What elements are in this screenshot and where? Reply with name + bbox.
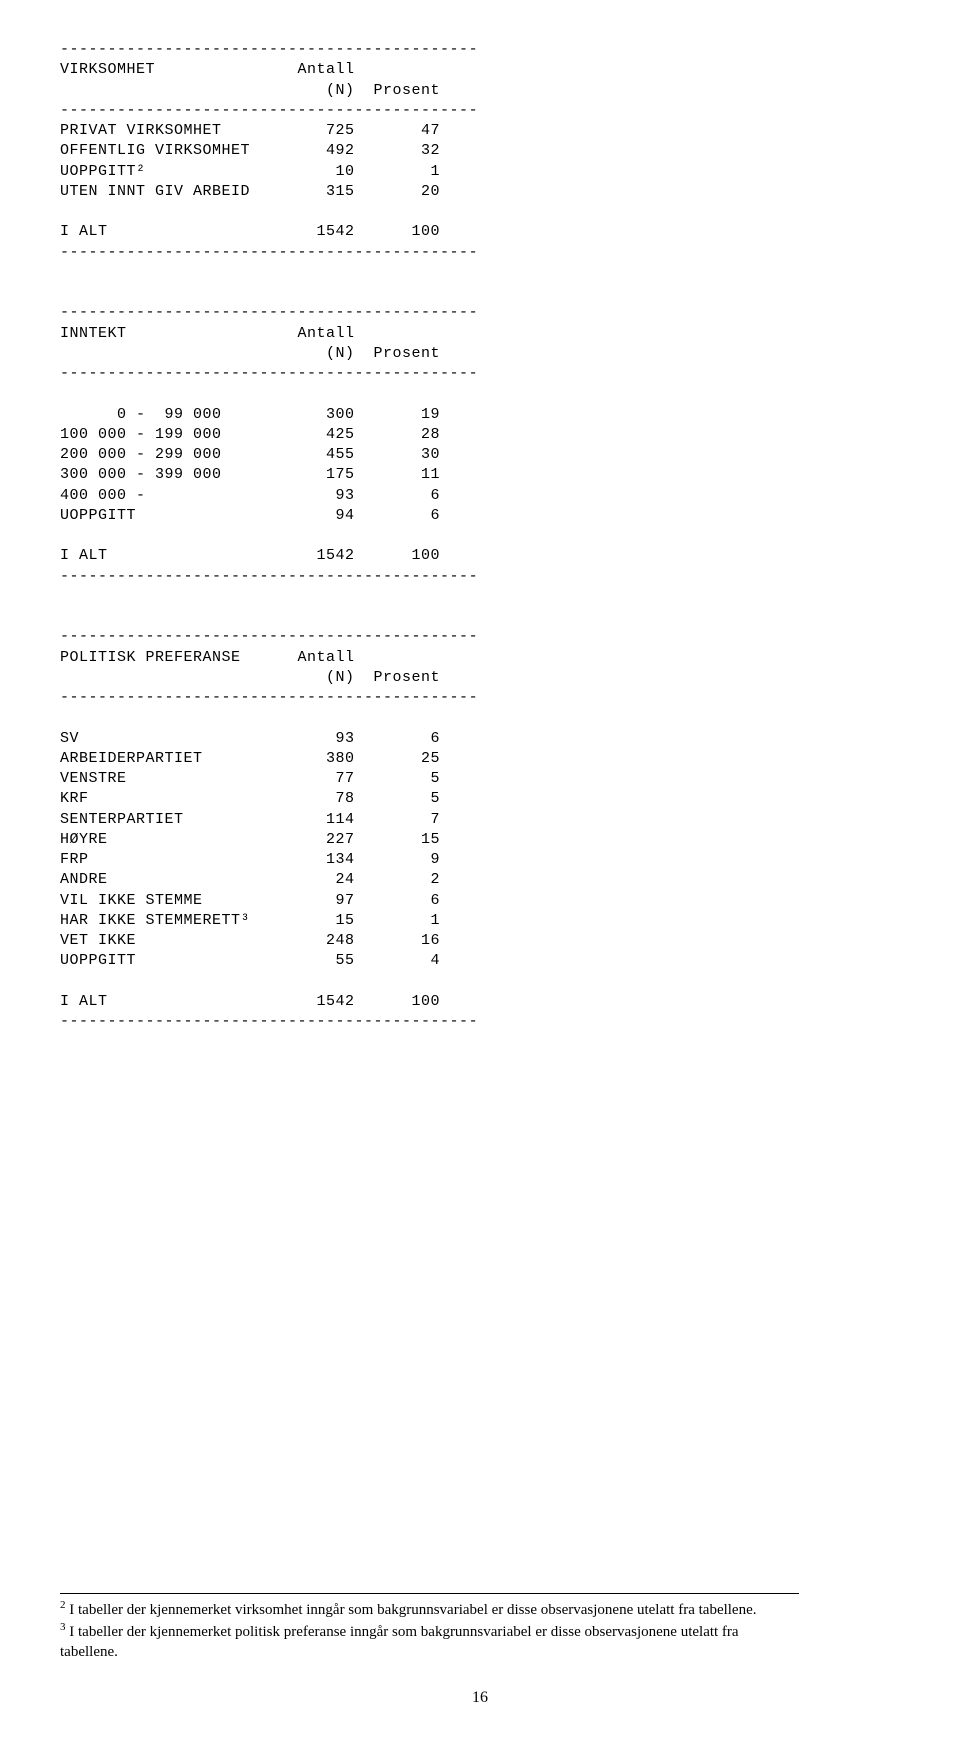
footnote-3: 3 I tabeller der kjennemerket politisk p…	[60, 1620, 799, 1663]
footnote-2: 2 I tabeller der kjennemerket virksomhet…	[60, 1598, 799, 1620]
page-number: 16	[60, 1687, 900, 1709]
data-tables: ----------------------------------------…	[60, 40, 900, 1073]
footnotes: 2 I tabeller der kjennemerket virksomhet…	[60, 1593, 799, 1663]
